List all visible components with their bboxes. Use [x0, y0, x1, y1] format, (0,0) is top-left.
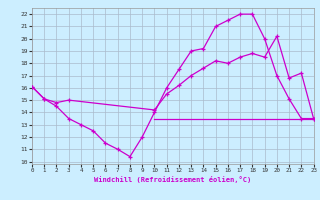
- X-axis label: Windchill (Refroidissement éolien,°C): Windchill (Refroidissement éolien,°C): [94, 176, 252, 183]
